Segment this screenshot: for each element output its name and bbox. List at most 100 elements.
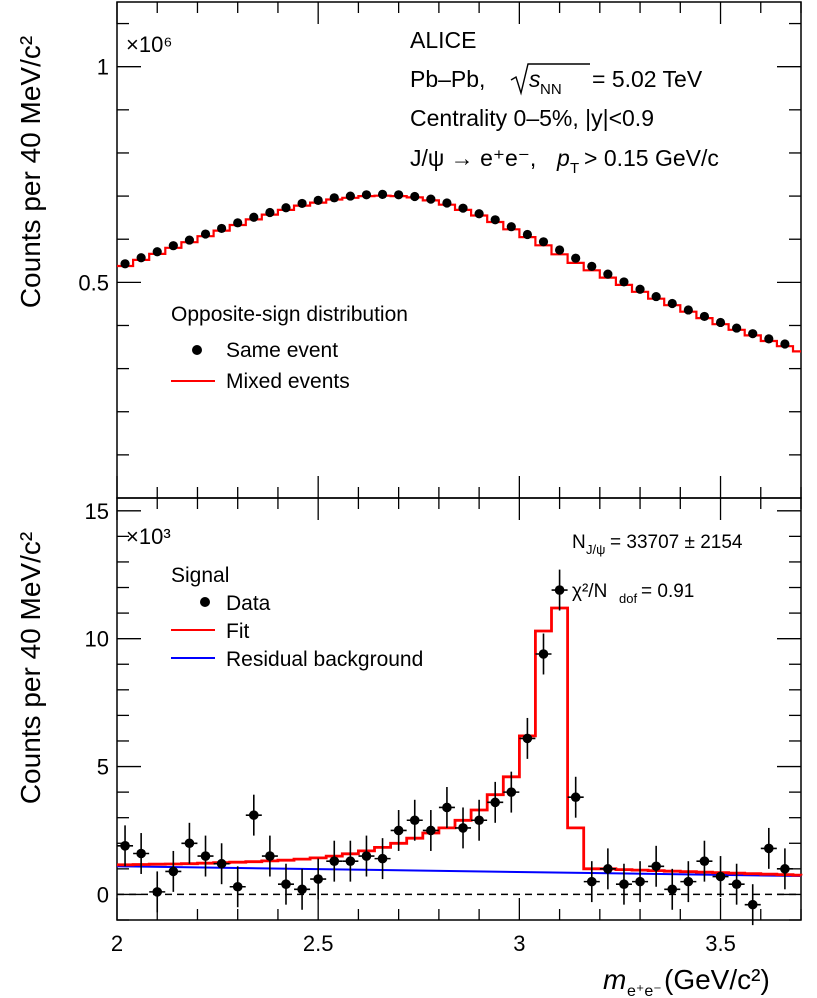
data-point — [377, 853, 388, 864]
experiment-label: ALICE — [410, 27, 476, 53]
same-event-point — [313, 195, 323, 205]
data-point — [731, 879, 742, 889]
yield-annotation: N J/ψ = 33707 ± 2154 — [572, 532, 743, 557]
data-point — [426, 825, 436, 836]
bottom-exponent-label: ×10³ — [126, 524, 171, 549]
data-point — [780, 864, 790, 874]
bottom-legend-entry-background: Residual background — [226, 648, 423, 671]
data-point — [168, 866, 179, 877]
top-axis-ticks: 10.5 — [78, 2, 802, 498]
same-event-point — [217, 223, 227, 234]
svg-text:> 0.15 GeV/c: > 0.15 GeV/c — [584, 145, 719, 171]
svg-text:χ²/N: χ²/N — [572, 581, 607, 602]
data-point — [667, 884, 678, 895]
bottom-plot-marks — [116, 569, 803, 926]
svg-text:dof: dof — [619, 591, 637, 606]
bottom-y-axis-title: Counts per 40 MeV/c² — [15, 532, 46, 804]
bottom-y-tick-label: 0 — [97, 882, 109, 907]
top-y-tick-label: 0.5 — [78, 270, 109, 295]
same-event-point — [732, 323, 742, 333]
data-point — [232, 881, 243, 892]
residual-background-line — [116, 865, 802, 878]
same-event-point — [538, 237, 549, 247]
same-event-point — [361, 190, 372, 200]
same-event-point — [184, 235, 195, 245]
bottom-panel-frame — [116, 497, 802, 921]
data-point — [538, 649, 549, 659]
data-point — [152, 887, 163, 897]
top-y-tick-label: 1 — [97, 55, 109, 80]
data-point — [265, 851, 275, 861]
x-tick-label: 2.5 — [303, 931, 334, 956]
bottom-y-tick-label: 5 — [97, 755, 109, 780]
same-event-point — [764, 334, 774, 344]
svg-text:s: s — [529, 66, 541, 92]
data-point — [635, 876, 645, 887]
collision-system-annotation: Pb–Pb, s NN = 5.02 TeV — [410, 63, 703, 98]
svg-text:T: T — [570, 160, 579, 177]
svg-text:= 5.02 TeV: = 5.02 TeV — [592, 66, 703, 92]
same-event-point — [667, 298, 677, 309]
svg-text:m: m — [603, 964, 626, 995]
bottom-legend-marker-data — [200, 597, 210, 607]
svg-text:p: p — [556, 145, 570, 171]
svg-text:(GeV/c²): (GeV/c²) — [664, 964, 770, 995]
same-event-point — [410, 191, 420, 202]
same-event-point — [394, 190, 404, 200]
same-event-point — [458, 203, 468, 213]
x-tick-label: 3 — [513, 931, 525, 956]
x-axis-title: m e⁺e⁻ (GeV/c²) — [603, 964, 770, 998]
fit-histogram — [117, 606, 803, 877]
data-point — [458, 823, 468, 833]
data-point — [249, 810, 259, 820]
same-event-point — [281, 203, 291, 213]
same-event-point — [377, 189, 388, 199]
data-point — [329, 856, 340, 866]
same-event-point — [426, 194, 436, 204]
same-event-point — [233, 218, 243, 228]
data-point — [361, 851, 372, 861]
bottom-y-tick-label: 10 — [85, 627, 109, 652]
svg-text:J/ψ → e⁺e⁻,: J/ψ → e⁺e⁻, — [410, 145, 536, 171]
data-point — [490, 797, 501, 808]
same-event-point — [120, 259, 130, 269]
same-event-point — [152, 247, 162, 257]
same-event-point — [635, 284, 645, 294]
bottom-legend-title: Signal — [171, 564, 229, 587]
same-event-point — [200, 229, 211, 239]
top-legend-entry-same-event: Same event — [226, 339, 338, 362]
same-event-point — [249, 212, 259, 222]
data-point — [570, 792, 581, 803]
same-event-point — [651, 291, 661, 302]
svg-text:N: N — [572, 532, 586, 553]
data-point — [586, 876, 597, 887]
data-point — [345, 856, 356, 866]
data-point — [603, 864, 613, 874]
svg-text:e⁺e⁻: e⁺e⁻ — [627, 983, 662, 998]
bottom-y-tick-label: 15 — [85, 499, 109, 524]
top-legend-marker-same-event — [192, 345, 202, 355]
x-tick-label: 2 — [111, 931, 123, 956]
data-point — [393, 825, 404, 836]
same-event-point — [715, 317, 726, 328]
data-point — [764, 843, 774, 854]
data-point — [522, 733, 533, 744]
bottom-legend-entry-data: Data — [226, 592, 271, 615]
same-event-point — [136, 253, 146, 263]
same-event-point — [571, 253, 581, 263]
data-point — [297, 884, 307, 895]
bottom-axis-ticks: 0 5 10 15 2 2.5 3 3.5 — [85, 498, 802, 956]
data-point — [281, 879, 291, 889]
same-event-point — [442, 198, 452, 208]
svg-text:NN: NN — [540, 81, 562, 98]
top-exponent-label: ×10⁶ — [126, 32, 172, 57]
svg-text:Pb–Pb,: Pb–Pb, — [410, 66, 485, 92]
x-tick-label: 3.5 — [705, 931, 736, 956]
same-event-point — [265, 207, 275, 218]
data-point — [200, 851, 211, 861]
data-point — [554, 585, 565, 595]
same-event-point — [699, 311, 710, 322]
decay-channel-annotation: J/ψ → e⁺e⁻, p T > 0.15 GeV/c — [410, 145, 719, 177]
chi2-annotation: χ²/N dof = 0.91 — [572, 581, 694, 606]
